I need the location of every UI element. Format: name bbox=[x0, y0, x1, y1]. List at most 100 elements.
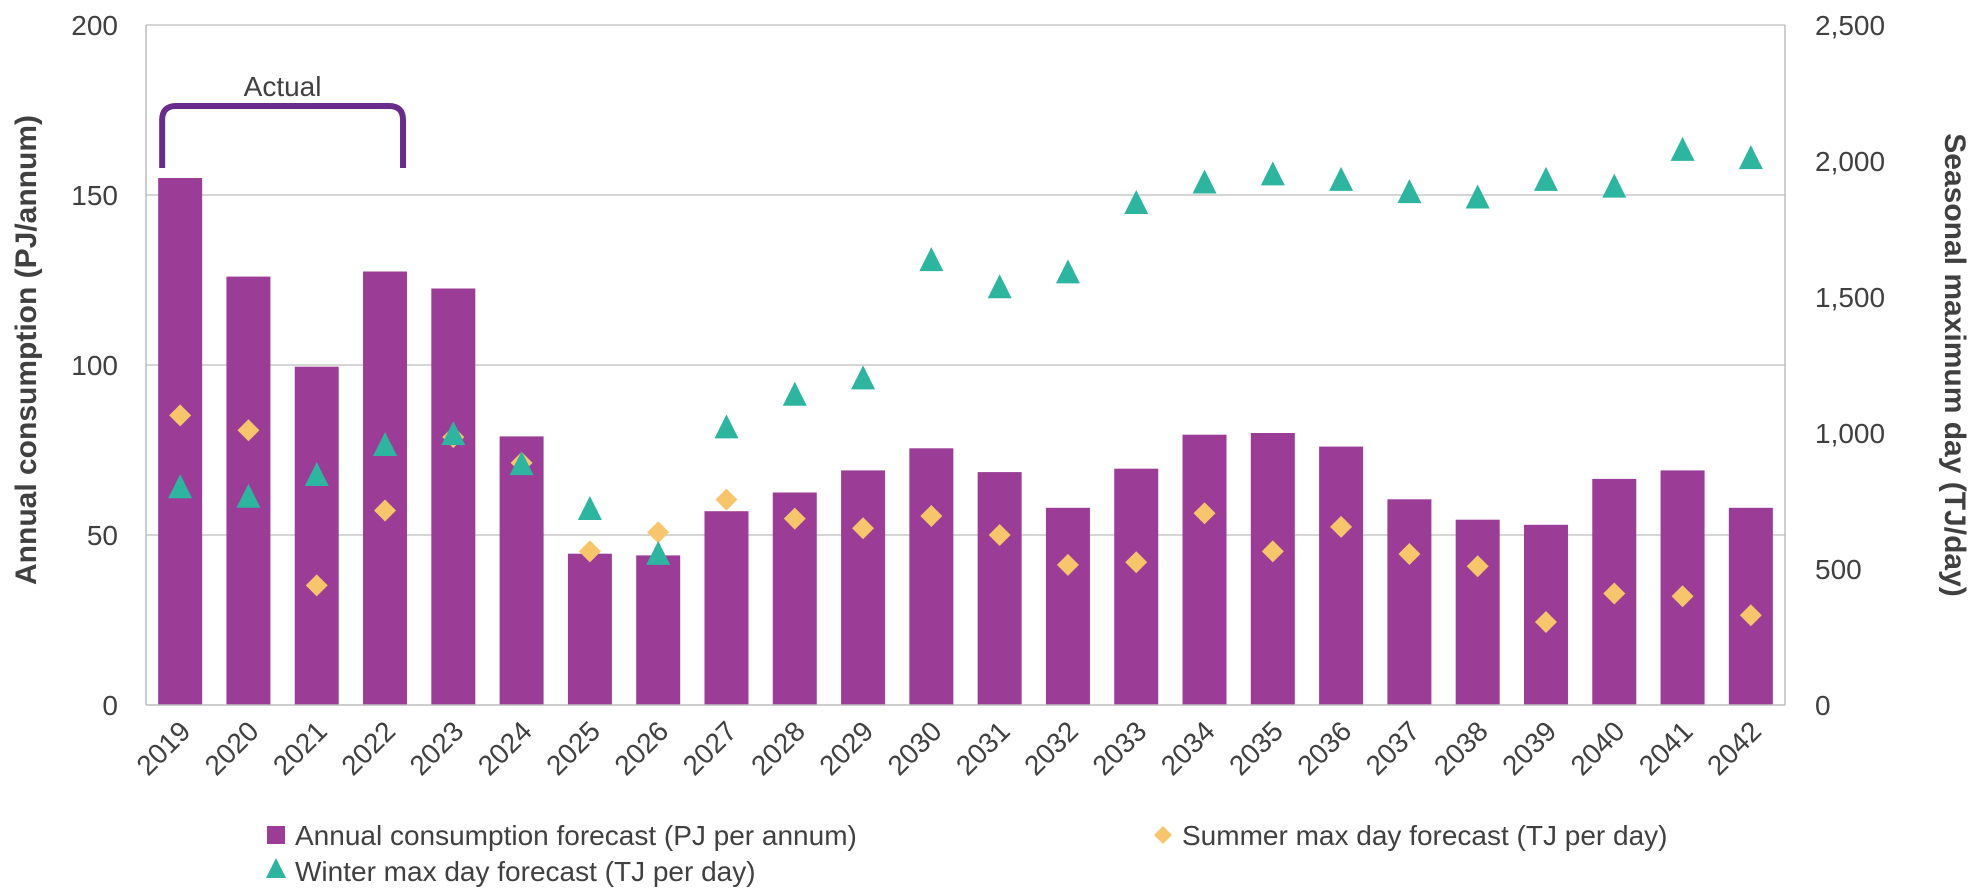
winter-point-2019 bbox=[168, 474, 193, 499]
winter-point-2040 bbox=[1602, 173, 1627, 198]
x-tick-label: 2023 bbox=[404, 715, 470, 781]
winter-point-2024 bbox=[509, 451, 534, 476]
winter-point-2028 bbox=[782, 381, 807, 406]
summer-point-2035 bbox=[1261, 540, 1284, 563]
bar-series bbox=[158, 178, 1773, 705]
left-axis-ticks: 0 50 100 150 200 bbox=[71, 10, 118, 721]
summer-point-2041 bbox=[1671, 585, 1694, 608]
x-tick-label: 2030 bbox=[882, 715, 948, 781]
bar-2038 bbox=[1455, 519, 1500, 705]
left-tick-label: 50 bbox=[87, 520, 118, 551]
right-axis-title: Seasonal maximum day (TJ/day) bbox=[1938, 133, 1970, 597]
x-tick-label: 2040 bbox=[1565, 715, 1631, 781]
x-tick-label: 2024 bbox=[472, 715, 538, 781]
x-tick-label: 2020 bbox=[199, 715, 265, 781]
bar-2024 bbox=[499, 436, 544, 705]
legend-swatch-summer bbox=[1154, 826, 1172, 844]
winter-point-2039 bbox=[1533, 166, 1558, 191]
winter-point-2020 bbox=[236, 483, 261, 508]
left-tick-label: 100 bbox=[71, 350, 118, 381]
x-tick-label: 2025 bbox=[540, 715, 606, 781]
summer-point-2022 bbox=[374, 499, 397, 522]
x-tick-label: 2022 bbox=[335, 715, 401, 781]
actual-annotation: Actual bbox=[159, 71, 407, 168]
x-tick-label: 2035 bbox=[1223, 715, 1289, 781]
actual-bracket bbox=[159, 103, 407, 168]
winter-point-2026 bbox=[646, 540, 671, 565]
legend-swatch-winter bbox=[266, 858, 286, 878]
bar-2027 bbox=[704, 511, 749, 705]
winter-point-2027 bbox=[714, 414, 739, 439]
x-tick-label: 2041 bbox=[1633, 715, 1699, 781]
left-tick-label: 150 bbox=[71, 180, 118, 211]
summer-point-2034 bbox=[1193, 502, 1216, 525]
left-tick-label: 0 bbox=[102, 690, 118, 721]
bar-2019 bbox=[158, 178, 203, 705]
summer-point-2036 bbox=[1330, 515, 1353, 538]
axes bbox=[145, 25, 1786, 706]
x-tick-label: 2038 bbox=[1428, 715, 1494, 781]
winter-point-2036 bbox=[1329, 166, 1354, 191]
bar-2036 bbox=[1319, 446, 1364, 705]
winter-point-2023 bbox=[441, 421, 466, 446]
right-tick-label: 2,000 bbox=[1815, 146, 1885, 177]
winter-point-2042 bbox=[1738, 145, 1763, 170]
bar-2033 bbox=[1114, 468, 1159, 705]
x-tick-label: 2021 bbox=[267, 715, 333, 781]
summer-point-2026 bbox=[647, 521, 670, 544]
summer-point-2019 bbox=[169, 404, 192, 427]
winter-point-2022 bbox=[373, 432, 398, 457]
winter-point-2038 bbox=[1465, 184, 1490, 209]
winter-point-2041 bbox=[1670, 136, 1695, 161]
summer-point-2025 bbox=[578, 540, 601, 563]
right-tick-label: 2,500 bbox=[1815, 10, 1885, 41]
actual-label: Actual bbox=[244, 71, 322, 102]
summer-point-2042 bbox=[1739, 604, 1762, 627]
bar-2021 bbox=[294, 366, 339, 705]
winter-point-2037 bbox=[1397, 179, 1422, 204]
summer-point-2027 bbox=[715, 488, 738, 511]
summer-point-2033 bbox=[1125, 551, 1148, 574]
summer-point-2029 bbox=[852, 517, 875, 540]
bar-2022 bbox=[363, 271, 408, 705]
legend-label-summer: Summer max day forecast (TJ per day) bbox=[1182, 820, 1667, 851]
legend-swatch-annual bbox=[267, 826, 285, 844]
x-tick-label: 2027 bbox=[677, 715, 743, 781]
left-axis-title: Annual consumption (PJ/annum) bbox=[10, 115, 43, 585]
legend-label-winter: Winter max day forecast (TJ per day) bbox=[295, 856, 756, 887]
winter-point-2033 bbox=[1124, 189, 1149, 214]
winter-point-2035 bbox=[1260, 161, 1285, 186]
winter-point-2032 bbox=[1055, 259, 1080, 284]
bar-2029 bbox=[841, 470, 886, 705]
summer-point-2028 bbox=[783, 507, 806, 530]
summer-series bbox=[169, 404, 1762, 634]
x-axis-ticks: 2019 2020 2021 2022 2023 2024 2025 2026 2027 2028… bbox=[130, 715, 1767, 781]
bar-2023 bbox=[431, 288, 476, 705]
x-tick-label: 2029 bbox=[813, 715, 879, 781]
summer-point-2032 bbox=[1056, 553, 1079, 576]
bar-2037 bbox=[1387, 499, 1432, 705]
summer-point-2021 bbox=[305, 574, 328, 597]
right-tick-label: 500 bbox=[1815, 554, 1862, 585]
winter-point-2029 bbox=[851, 365, 876, 390]
legend-label-annual: Annual consumption forecast (PJ per annu… bbox=[295, 820, 857, 851]
x-tick-label: 2039 bbox=[1496, 715, 1562, 781]
x-tick-label: 2033 bbox=[1087, 715, 1153, 781]
x-tick-label: 2026 bbox=[608, 715, 674, 781]
right-axis-ticks: 0 500 1,000 1,500 2,000 2,500 bbox=[1815, 10, 1885, 721]
summer-point-2031 bbox=[988, 524, 1011, 546]
bar-2034 bbox=[1182, 434, 1227, 705]
summer-point-2030 bbox=[920, 504, 943, 527]
x-tick-label: 2032 bbox=[1018, 715, 1084, 781]
summer-point-2039 bbox=[1534, 611, 1557, 634]
summer-point-2040 bbox=[1603, 582, 1626, 605]
winter-point-2025 bbox=[577, 495, 602, 520]
bar-2030 bbox=[909, 448, 954, 705]
bar-2025 bbox=[567, 553, 612, 705]
left-tick-label: 200 bbox=[71, 10, 118, 41]
x-tick-label: 2037 bbox=[1360, 715, 1426, 781]
x-tick-label: 2042 bbox=[1701, 715, 1767, 781]
right-tick-label: 0 bbox=[1815, 690, 1831, 721]
winter-point-2030 bbox=[919, 247, 944, 272]
